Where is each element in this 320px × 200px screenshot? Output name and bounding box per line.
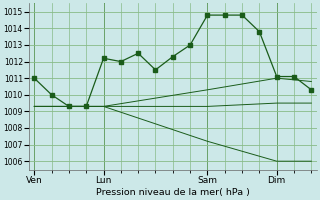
X-axis label: Pression niveau de la mer( hPa ): Pression niveau de la mer( hPa ) <box>96 188 250 197</box>
